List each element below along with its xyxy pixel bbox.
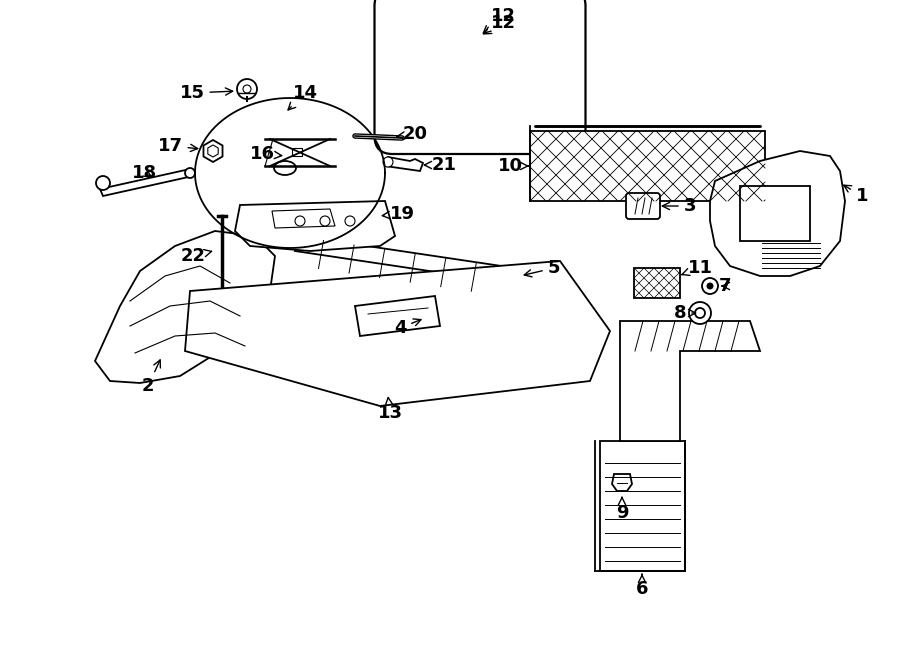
Text: 12: 12 (483, 7, 516, 33)
Bar (292, 148, 302, 156)
Text: 16: 16 (249, 145, 282, 163)
Polygon shape (235, 201, 395, 251)
Ellipse shape (274, 161, 296, 175)
Circle shape (345, 216, 355, 226)
Polygon shape (272, 209, 335, 228)
Text: 9: 9 (616, 498, 628, 522)
FancyBboxPatch shape (374, 0, 586, 154)
Text: 5: 5 (524, 259, 560, 277)
Bar (634, 268, 680, 298)
Polygon shape (612, 474, 632, 491)
Circle shape (185, 168, 195, 178)
Text: 22: 22 (181, 247, 211, 265)
Text: 19: 19 (382, 205, 415, 223)
Circle shape (237, 79, 257, 99)
Bar (740, 186, 810, 241)
Polygon shape (710, 151, 845, 276)
Circle shape (707, 283, 713, 289)
Polygon shape (95, 231, 275, 383)
Circle shape (320, 216, 330, 226)
Text: 6: 6 (635, 574, 648, 598)
Polygon shape (203, 140, 222, 162)
Polygon shape (355, 296, 440, 336)
Text: 15: 15 (179, 84, 233, 102)
Text: 3: 3 (662, 197, 697, 215)
Polygon shape (620, 321, 760, 441)
Circle shape (702, 278, 718, 294)
Text: 18: 18 (132, 164, 157, 182)
Text: 17: 17 (158, 137, 198, 155)
FancyBboxPatch shape (626, 193, 660, 219)
Circle shape (295, 216, 305, 226)
Text: 7: 7 (719, 277, 731, 295)
Circle shape (383, 157, 393, 167)
Polygon shape (185, 261, 610, 406)
Circle shape (695, 308, 705, 318)
Text: 21: 21 (424, 156, 456, 174)
Circle shape (243, 85, 251, 93)
Polygon shape (100, 169, 193, 196)
Bar (530, 131, 765, 201)
Circle shape (689, 302, 711, 324)
Polygon shape (208, 145, 218, 157)
Text: 8: 8 (674, 304, 696, 322)
Circle shape (96, 176, 110, 190)
Polygon shape (295, 236, 535, 286)
Text: 11: 11 (681, 259, 713, 277)
Bar (600, 441, 685, 571)
Text: 13: 13 (377, 397, 402, 422)
Text: 10: 10 (498, 157, 528, 175)
Text: 2: 2 (142, 360, 160, 395)
Polygon shape (385, 157, 423, 171)
Text: 12: 12 (484, 14, 516, 34)
Text: 14: 14 (288, 84, 318, 110)
Text: 1: 1 (843, 185, 868, 205)
Text: 4: 4 (394, 319, 421, 337)
Text: 20: 20 (397, 125, 427, 143)
